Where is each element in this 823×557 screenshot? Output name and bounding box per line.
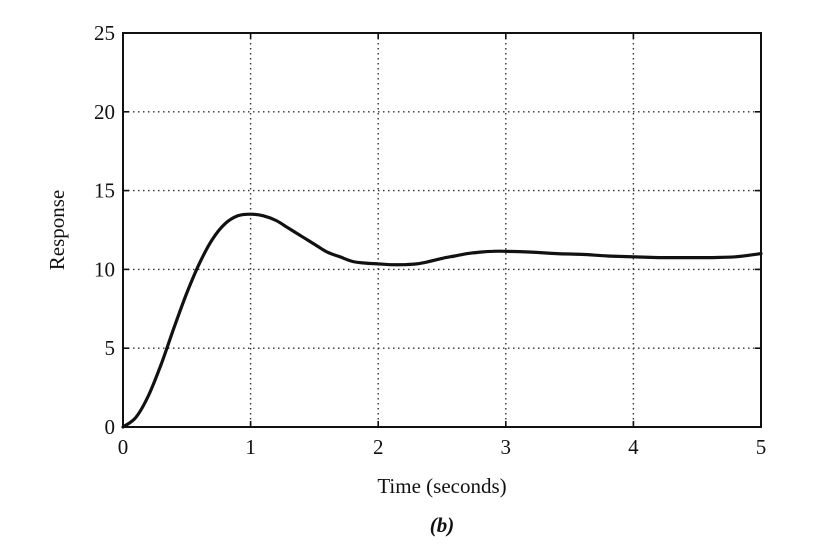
tick-marks bbox=[122, 32, 762, 428]
y-tick-label: 20 bbox=[94, 100, 115, 124]
grid-lines bbox=[123, 33, 761, 427]
x-tick-label: 4 bbox=[628, 435, 639, 459]
x-tick-label: 2 bbox=[373, 435, 384, 459]
y-tick-label: 0 bbox=[105, 415, 116, 439]
y-tick-labels: 0 5 10 15 20 25 bbox=[94, 21, 115, 439]
plot-frame bbox=[122, 32, 762, 428]
figure-caption: (b) bbox=[430, 513, 455, 537]
x-axis-title: Time (seconds) bbox=[377, 474, 506, 498]
x-tick-label: 3 bbox=[501, 435, 512, 459]
x-tick-label: 1 bbox=[245, 435, 256, 459]
y-tick-label: 25 bbox=[94, 21, 115, 45]
y-tick-label: 15 bbox=[94, 179, 115, 203]
y-tick-label: 5 bbox=[105, 336, 116, 360]
x-tick-label: 5 bbox=[756, 435, 767, 459]
y-tick-label: 10 bbox=[94, 257, 115, 281]
y-axis-title: Response bbox=[45, 190, 69, 271]
response-curve bbox=[121, 212, 763, 429]
x-tick-labels: 0 1 2 3 4 5 bbox=[118, 435, 767, 459]
x-tick-label: 0 bbox=[118, 435, 129, 459]
